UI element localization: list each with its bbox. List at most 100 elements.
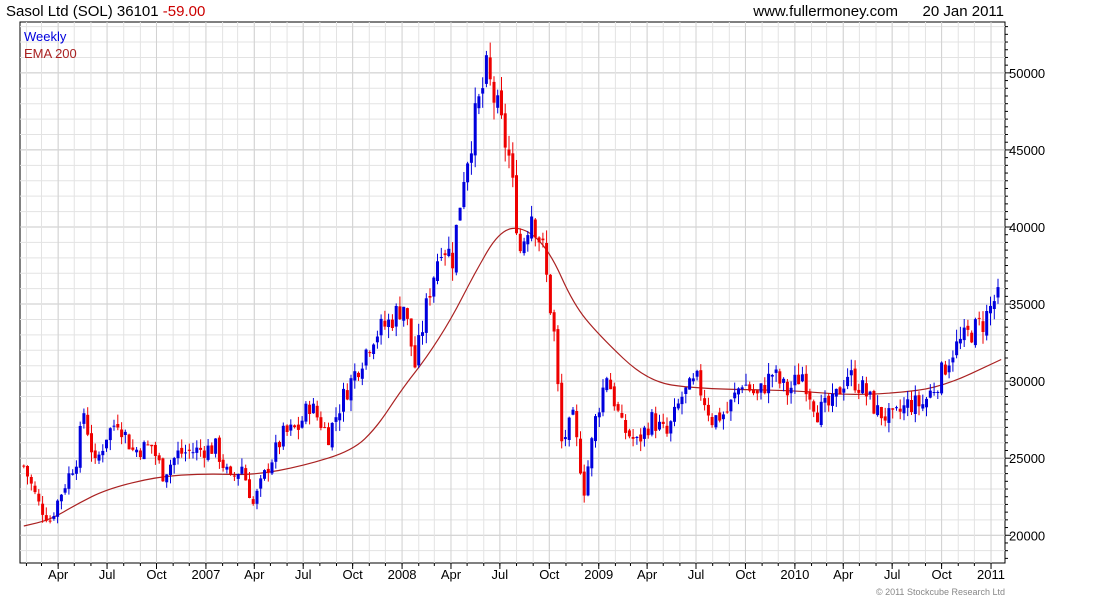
candle-body bbox=[925, 398, 928, 408]
candle-body bbox=[921, 404, 925, 409]
candle bbox=[522, 237, 526, 256]
candle-body bbox=[673, 406, 676, 422]
candle bbox=[966, 319, 970, 337]
candle-body bbox=[240, 466, 244, 474]
candle-body bbox=[774, 369, 778, 373]
candle bbox=[526, 230, 530, 252]
candle-body bbox=[861, 380, 865, 394]
candle-body bbox=[665, 425, 669, 434]
candle-body bbox=[492, 81, 496, 103]
candle bbox=[338, 404, 342, 431]
candle bbox=[838, 386, 842, 395]
candle-body bbox=[232, 475, 236, 477]
candle-body bbox=[748, 384, 752, 391]
candle bbox=[864, 376, 868, 406]
candle-body bbox=[270, 462, 274, 474]
candle bbox=[616, 401, 620, 413]
candle bbox=[560, 373, 564, 449]
candle-body bbox=[353, 371, 357, 381]
candle-series bbox=[22, 42, 1000, 524]
candle bbox=[958, 326, 962, 350]
candle-body bbox=[684, 387, 688, 394]
candle bbox=[823, 390, 827, 413]
candle-body bbox=[428, 296, 432, 298]
x-tick-label: 2011 bbox=[977, 567, 1005, 582]
candle-body bbox=[695, 370, 699, 377]
candle-body bbox=[417, 335, 421, 366]
candle-body bbox=[827, 395, 831, 406]
candle-body bbox=[33, 485, 37, 493]
ema-200-line bbox=[23, 227, 1002, 527]
candle-body bbox=[853, 368, 857, 391]
candle-body bbox=[116, 424, 120, 428]
candle bbox=[244, 464, 248, 481]
candle-body bbox=[511, 153, 515, 178]
candle bbox=[375, 330, 379, 349]
candle bbox=[394, 303, 398, 337]
candle bbox=[642, 425, 646, 447]
candle-body bbox=[413, 345, 417, 368]
candle-body bbox=[876, 405, 880, 416]
candle bbox=[334, 407, 338, 432]
candle-body bbox=[443, 253, 447, 256]
candle-body bbox=[857, 389, 861, 393]
candle-body bbox=[567, 417, 571, 440]
candle-body bbox=[733, 392, 737, 399]
candle bbox=[458, 207, 462, 221]
candle-body bbox=[63, 488, 67, 493]
candle bbox=[729, 399, 733, 421]
candle-body bbox=[940, 362, 944, 394]
candle bbox=[609, 373, 613, 390]
candle bbox=[56, 499, 60, 524]
candle bbox=[466, 161, 470, 191]
candle bbox=[169, 459, 172, 484]
candle bbox=[63, 484, 67, 495]
candle-body bbox=[394, 306, 398, 327]
candle bbox=[477, 93, 481, 115]
candle bbox=[131, 439, 135, 452]
candle bbox=[985, 304, 989, 341]
candle-body bbox=[721, 414, 725, 420]
candle-body bbox=[127, 434, 131, 450]
candle-body bbox=[319, 417, 323, 428]
candle-body bbox=[947, 365, 951, 373]
x-tick-label: Oct bbox=[343, 567, 364, 582]
candle-body bbox=[958, 338, 962, 344]
candle-body bbox=[304, 403, 308, 422]
candle bbox=[793, 365, 797, 394]
candle bbox=[943, 360, 947, 376]
candle-body bbox=[169, 464, 172, 475]
candle-body bbox=[150, 444, 154, 447]
site-url[interactable]: www.fullermoney.com bbox=[752, 3, 898, 20]
candle bbox=[293, 424, 297, 429]
candle-body bbox=[586, 466, 590, 496]
candle bbox=[266, 463, 270, 482]
candle-body bbox=[296, 424, 300, 430]
candle-body bbox=[458, 207, 462, 221]
candle bbox=[537, 236, 541, 252]
candle bbox=[500, 77, 503, 119]
candle bbox=[910, 391, 913, 415]
candle bbox=[387, 313, 391, 339]
candle bbox=[206, 439, 210, 462]
candle bbox=[755, 389, 759, 401]
candle bbox=[29, 474, 33, 491]
candle bbox=[748, 381, 752, 393]
candle bbox=[108, 427, 112, 451]
candle bbox=[59, 494, 63, 510]
candle bbox=[142, 440, 146, 460]
grid bbox=[20, 22, 1005, 563]
candle-body bbox=[819, 401, 823, 425]
candle bbox=[706, 397, 710, 422]
price-change: -59.00 bbox=[163, 3, 206, 20]
candle bbox=[913, 385, 917, 423]
candle bbox=[601, 379, 605, 417]
candle-body bbox=[582, 471, 586, 496]
candle bbox=[390, 314, 394, 331]
candle bbox=[575, 404, 579, 447]
candle bbox=[180, 439, 184, 458]
candle bbox=[721, 411, 725, 430]
candle-body bbox=[447, 248, 451, 256]
candle-body bbox=[44, 515, 48, 521]
candle-body bbox=[345, 390, 349, 400]
